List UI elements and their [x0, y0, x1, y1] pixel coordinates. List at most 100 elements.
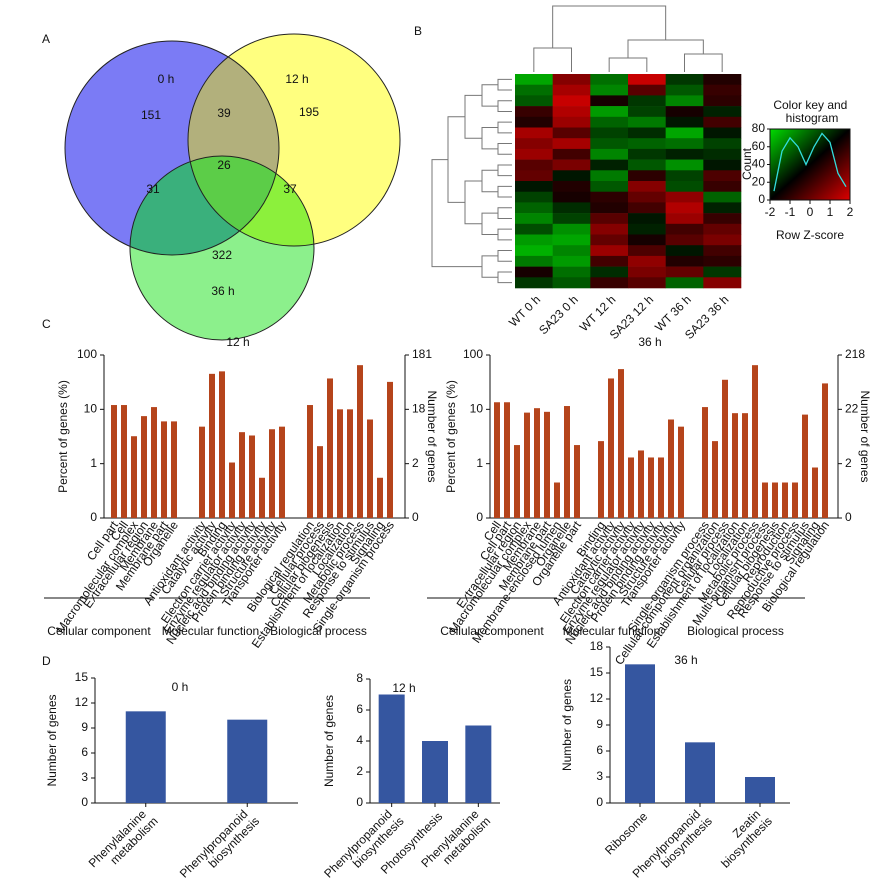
y-tick-label: 6: [596, 743, 603, 757]
heatmap-cell: [703, 116, 742, 128]
y-tick-label: 15: [75, 670, 89, 684]
key-x-tick-label: 2: [847, 205, 854, 219]
bar: [227, 719, 268, 803]
y-tick-label: 3: [596, 769, 603, 783]
heatmap-cell: [590, 191, 629, 203]
heatmap-cell: [515, 191, 553, 203]
heatmap-cell: [703, 95, 742, 107]
panel-letter: B: [414, 24, 422, 38]
heatmap-cell: [590, 127, 629, 139]
heatmap-cell: [703, 106, 742, 118]
heatmap-cell: [665, 255, 704, 267]
heatmap-cell: [590, 234, 629, 246]
bar: [387, 381, 393, 518]
y-tick-label: 4: [356, 733, 363, 747]
heatmap-cell: [590, 106, 629, 118]
heatmap-cell: [552, 116, 591, 128]
heatmap-cell: [515, 181, 553, 192]
key-title: Color key and histogram: [773, 98, 850, 125]
heatmap-cell: [552, 213, 591, 225]
y-tick-label: 0: [356, 795, 363, 809]
key-x-tick-label: -2: [765, 205, 776, 219]
key-y-tick-label: 40: [752, 157, 766, 171]
y-tick-label: 0: [476, 510, 483, 524]
y2-tick-label: 2: [412, 456, 419, 470]
heatmap-cell: [628, 116, 666, 128]
bar: [822, 383, 828, 518]
heatmap-cell: [628, 159, 666, 171]
heatmap-cell: [665, 148, 704, 160]
bar: [762, 482, 768, 518]
chart-title: 12 h: [392, 681, 415, 695]
key-x-label: Row Z-score: [776, 228, 844, 242]
heatmap-cell: [665, 266, 704, 278]
bar: [618, 369, 624, 518]
key-x-tick-label: 0: [807, 205, 814, 219]
heatmap-cell: [515, 138, 553, 150]
heatmap-cell: [628, 234, 666, 246]
bar: [628, 457, 634, 518]
y2-tick-label: 0: [845, 510, 852, 524]
y-tick-label: 1: [90, 456, 97, 470]
heatmap-cell: [628, 170, 666, 182]
heatmap-cell: [703, 255, 742, 267]
heatmap-cell: [628, 84, 666, 96]
heatmap-cell: [590, 202, 629, 214]
y-tick-label: 8: [356, 671, 363, 685]
heatmap-cell: [590, 74, 629, 85]
bar: [199, 426, 205, 518]
panel-letter: D: [42, 654, 51, 668]
heatmap-cell: [703, 245, 742, 257]
bar: [574, 445, 580, 518]
y-tick-label: 12: [590, 691, 604, 705]
bar: [648, 457, 654, 518]
y-tick-label: 0: [81, 795, 88, 809]
bar: [367, 419, 373, 518]
heatmap-cell: [665, 245, 704, 257]
text-line: histogram: [786, 111, 839, 125]
heatmap-cell: [590, 277, 629, 289]
key-histogram: [773, 132, 847, 192]
bar: [712, 441, 718, 518]
heatmap-cell: [628, 255, 666, 267]
bar: [668, 419, 674, 518]
bar: [534, 408, 540, 518]
bar: [337, 409, 343, 518]
heatmap-cell: [665, 138, 704, 150]
heatmap-cell: [515, 95, 553, 107]
bar: [327, 378, 333, 518]
venn-count: 26: [217, 158, 231, 172]
heatmap-cell: [552, 95, 591, 107]
heatmap-cell: [665, 234, 704, 246]
heatmap-cell: [552, 202, 591, 214]
x-tick-label: Phenylalanine metabolism: [86, 805, 161, 880]
bar: [259, 477, 265, 518]
key-y-tick-label: 0: [758, 192, 765, 206]
venn-set-label: 36 h: [211, 284, 234, 298]
y2-tick-label: 22: [845, 402, 859, 416]
color-key: [769, 128, 851, 201]
heatmap-cell: [515, 74, 553, 85]
y-tick-label: 6: [356, 702, 363, 716]
heatmap-cell: [665, 191, 704, 203]
heatmap-cell: [665, 181, 704, 192]
y-axis-label: Percent of genes (%): [444, 380, 458, 493]
y2-axis-label: Number of genes: [858, 390, 872, 482]
bar: [317, 446, 323, 518]
heatmap-cell: [628, 148, 666, 160]
heatmap-cell: [552, 181, 591, 192]
heatmap-cell: [665, 202, 704, 214]
y-axis-label: Percent of genes (%): [56, 380, 70, 493]
heatmap-cell: [703, 159, 742, 171]
heatmap-cell: [590, 159, 629, 171]
column-label: WT 0 h: [506, 292, 543, 329]
group-label: Molecular function: [162, 624, 259, 638]
heatmap-cell: [628, 74, 666, 85]
bar: [269, 429, 275, 518]
bar: [544, 411, 550, 518]
heatmap-cell: [628, 106, 666, 118]
y-axis-label: Number of genes: [45, 694, 59, 786]
heatmap-cell: [665, 170, 704, 182]
heatmap-cell: [590, 181, 629, 192]
y-tick-label: 15: [590, 665, 604, 679]
